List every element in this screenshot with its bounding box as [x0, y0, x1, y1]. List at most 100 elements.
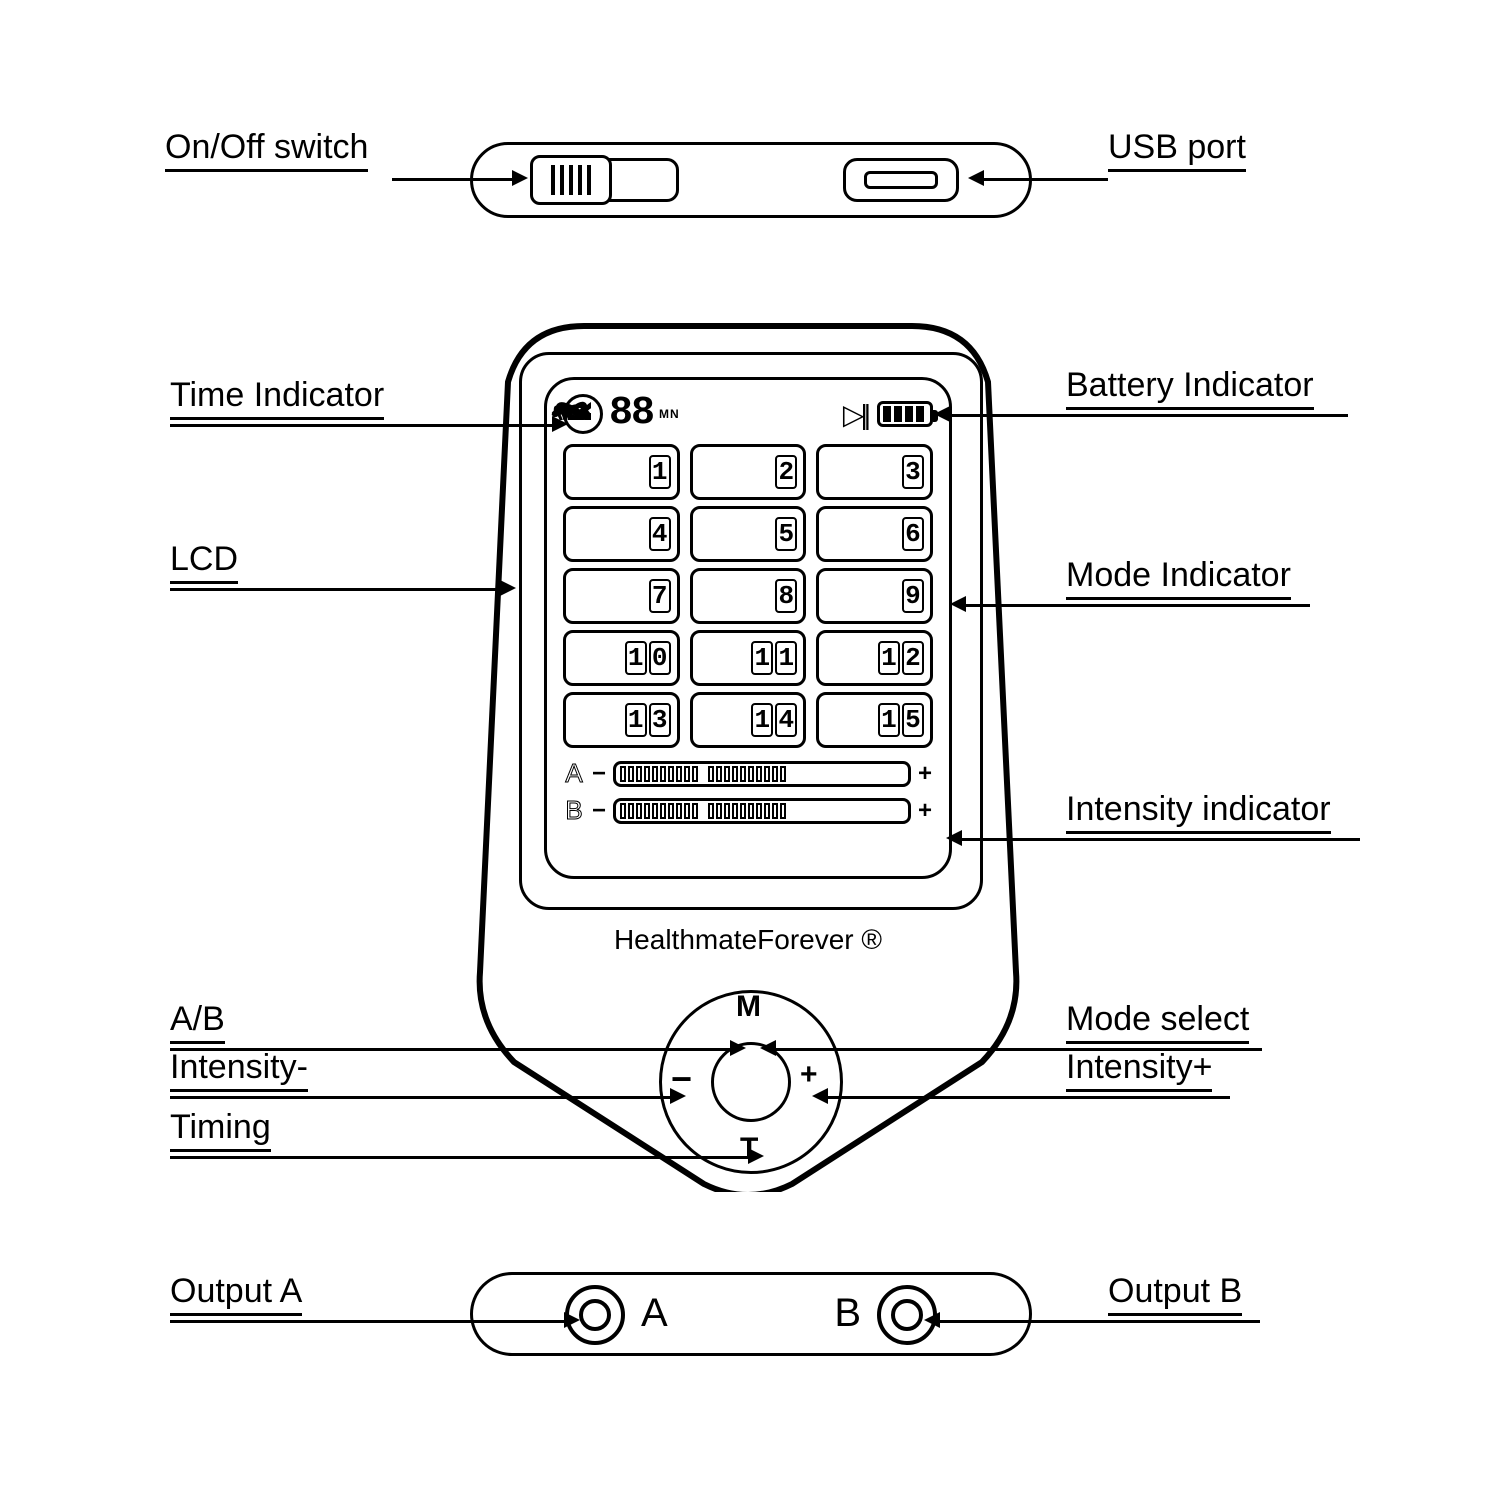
label-ab: A/B: [170, 1000, 225, 1044]
plus-icon: +: [917, 760, 933, 788]
mode-number: 2: [775, 455, 797, 489]
label-intensity-plus: Intensity+: [1066, 1048, 1212, 1092]
leader-output-a: [170, 1320, 564, 1323]
arrow-output-a: [564, 1312, 580, 1328]
mode-cell-5: 5: [690, 506, 807, 562]
mode-indicator-grid: 123456789101112131415: [563, 444, 933, 748]
leader-time: [170, 424, 552, 427]
mode-cell-8: 8: [690, 568, 807, 624]
mode-pictogram-icon: [697, 699, 745, 741]
label-intensity-indicator: Intensity indicator: [1066, 790, 1331, 834]
mode-select-button[interactable]: M: [736, 990, 761, 1024]
mode-cell-11: 11: [690, 630, 807, 686]
device-front-view: 88 MN ▷|| 123456789101112131415 A −: [474, 322, 1022, 1192]
mode-pictogram-icon: [823, 575, 871, 617]
arrow-usb: [968, 170, 984, 186]
mode-cell-6: 6: [816, 506, 933, 562]
mode-pictogram-icon: [570, 451, 618, 493]
device-top-view: [470, 142, 1032, 218]
brand-text: HealthmateForever ®: [474, 924, 1022, 956]
output-b-letter: B: [834, 1291, 861, 1336]
mode-cell-9: 9: [816, 568, 933, 624]
mode-pictogram-icon: [697, 637, 745, 679]
diagram-stage: On/Off switch USB port 88 MN ▷||: [0, 0, 1500, 1500]
lcd-screen: 88 MN ▷|| 123456789101112131415 A −: [544, 377, 952, 879]
arrow-lcd: [500, 580, 516, 596]
leader-int-minus: [170, 1096, 670, 1099]
battery-indicator-group: ▷||: [843, 398, 933, 431]
mode-cell-12: 12: [816, 630, 933, 686]
label-usb-port: USB port: [1108, 128, 1246, 172]
mode-number: 12: [878, 641, 924, 675]
label-mode-select: Mode select: [1066, 1000, 1249, 1044]
arrow-output-b: [924, 1312, 940, 1328]
arrow-int-plus: [812, 1088, 828, 1104]
arrow-time: [552, 416, 568, 432]
intensity-row-b: B − +: [563, 795, 933, 826]
leader-mode: [966, 604, 1310, 607]
mode-cell-10: 10: [563, 630, 680, 686]
mode-number: 9: [902, 579, 924, 613]
channel-a-label: A: [563, 758, 585, 789]
mode-cell-15: 15: [816, 692, 933, 748]
mode-cell-7: 7: [563, 568, 680, 624]
mode-number: 3: [902, 455, 924, 489]
label-on-off-switch: On/Off switch: [165, 128, 368, 172]
device-bottom-view: A B: [470, 1272, 1032, 1356]
mode-pictogram-icon: [823, 451, 871, 493]
mode-pictogram-icon: [570, 699, 618, 741]
mode-number: 8: [775, 579, 797, 613]
minus-icon: −: [591, 797, 607, 825]
mode-cell-14: 14: [690, 692, 807, 748]
power-switch-knob[interactable]: [530, 155, 612, 205]
intensity-row-a: A − +: [563, 758, 933, 789]
leader-output-b: [940, 1320, 1260, 1323]
arrow-ab: [730, 1040, 746, 1056]
mode-pictogram-icon: [823, 513, 871, 555]
battery-icon: [877, 401, 933, 427]
time-unit: MN: [659, 407, 680, 421]
mode-cell-3: 3: [816, 444, 933, 500]
label-intensity-minus: Intensity-: [170, 1048, 308, 1092]
leader-int-plus: [828, 1096, 1230, 1099]
label-lcd: LCD: [170, 540, 238, 584]
mode-pictogram-icon: [823, 699, 871, 741]
arrow-battery: [934, 406, 950, 422]
mode-pictogram-icon: [697, 575, 745, 617]
label-time-indicator: Time Indicator: [170, 376, 384, 420]
mode-number: 10: [625, 641, 671, 675]
label-battery-indicator: Battery Indicator: [1066, 366, 1314, 410]
label-timing: Timing: [170, 1108, 271, 1152]
channel-b-label: B: [563, 795, 585, 826]
output-a-letter: A: [641, 1291, 668, 1336]
label-output-a: Output A: [170, 1272, 302, 1316]
lcd-status-row: 88 MN ▷||: [563, 392, 933, 436]
mode-number: 14: [751, 703, 797, 737]
leader-intensity: [962, 838, 1360, 841]
intensity-bar-b: [613, 798, 911, 824]
mode-number: 11: [751, 641, 797, 675]
mode-pictogram-icon: [697, 451, 745, 493]
plus-icon: +: [917, 797, 933, 825]
mode-cell-2: 2: [690, 444, 807, 500]
arrow-mode: [950, 596, 966, 612]
arrow-timing: [748, 1148, 764, 1164]
usb-port[interactable]: [843, 158, 959, 202]
power-switch-track: [533, 158, 679, 202]
leader-battery: [950, 414, 1348, 417]
leader-lcd: [170, 588, 500, 591]
intensity-plus-button[interactable]: +: [800, 1058, 818, 1092]
mode-number: 5: [775, 517, 797, 551]
label-output-b: Output B: [1108, 1272, 1242, 1316]
leader-usb: [984, 178, 1108, 181]
leader-on-off: [392, 178, 512, 181]
ab-button[interactable]: [711, 1042, 791, 1122]
usb-slot: [864, 171, 938, 189]
mode-pictogram-icon: [697, 513, 745, 555]
mode-number: 4: [649, 517, 671, 551]
mode-pictogram-icon: [570, 575, 618, 617]
time-value: 88: [609, 394, 653, 434]
mode-cell-1: 1: [563, 444, 680, 500]
mode-number: 6: [902, 517, 924, 551]
arrow-intensity: [946, 830, 962, 846]
